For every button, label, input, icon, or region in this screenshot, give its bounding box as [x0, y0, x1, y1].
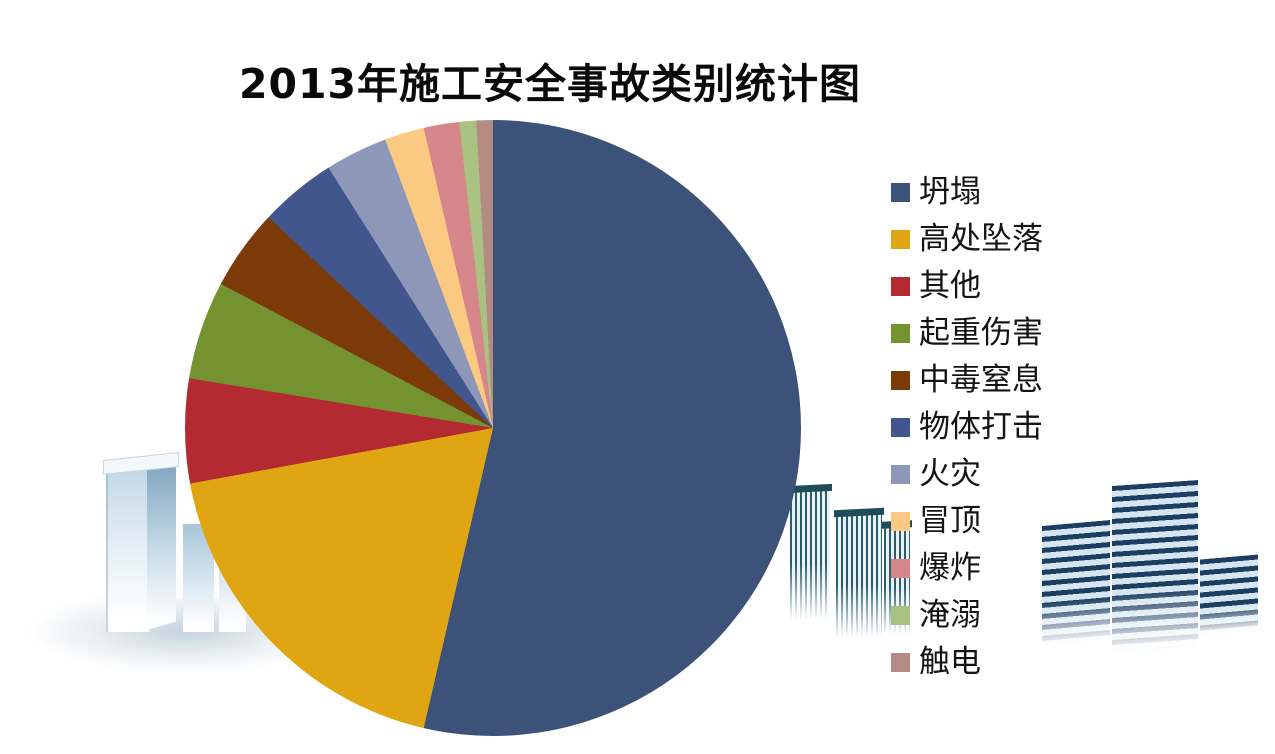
legend-label: 淹溺 — [919, 597, 981, 633]
legend-item: 起重伤害 — [891, 318, 1043, 349]
legend-swatch — [891, 371, 910, 390]
legend-item: 爆炸 — [891, 553, 1043, 584]
building-tower-icon — [790, 490, 830, 624]
legend-swatch — [891, 559, 910, 578]
legend-label: 火灾 — [919, 456, 981, 492]
legend-label: 爆炸 — [919, 550, 981, 586]
legend-item: 物体打击 — [891, 412, 1043, 443]
legend-item: 淹溺 — [891, 600, 1043, 631]
legend-item: 其他 — [891, 271, 1043, 302]
legend-swatch — [891, 230, 910, 249]
legend-swatch — [891, 653, 910, 672]
pie-chart — [185, 120, 801, 736]
legend-item: 中毒窒息 — [891, 365, 1043, 396]
building-tower-icon — [106, 468, 149, 632]
building-tower-icon — [147, 460, 176, 630]
legend-item: 火灾 — [891, 459, 1043, 490]
legend-label: 冒顶 — [919, 503, 981, 539]
legend-label: 高处坠落 — [919, 221, 1043, 257]
building-tower-icon — [836, 514, 882, 642]
legend-swatch — [891, 512, 910, 531]
building-tower-icon — [1200, 554, 1258, 636]
legend-swatch — [891, 606, 910, 625]
legend-item: 高处坠落 — [891, 224, 1043, 255]
legend-label: 其他 — [919, 268, 981, 304]
legend-item: 触电 — [891, 647, 1043, 678]
legend-label: 起重伤害 — [919, 315, 1043, 351]
legend-swatch — [891, 418, 910, 437]
legend-item: 冒顶 — [891, 506, 1043, 537]
chart-title: 2013年施工安全事故类别统计图 — [238, 60, 862, 108]
legend-label: 中毒窒息 — [919, 362, 1043, 398]
legend-swatch — [891, 324, 910, 343]
legend-swatch — [891, 183, 910, 202]
legend-swatch — [891, 465, 910, 484]
legend-label: 触电 — [919, 644, 981, 680]
legend-swatch — [891, 277, 910, 296]
legend: 坍塌 高处坠落 其他 起重伤害 中毒窒息 — [891, 177, 1043, 694]
building-tower-icon — [1042, 520, 1110, 648]
building-tower-icon — [1112, 479, 1198, 657]
legend-item: 坍塌 — [891, 177, 1043, 208]
legend-label: 坍塌 — [919, 174, 981, 210]
legend-label: 物体打击 — [919, 409, 1043, 445]
